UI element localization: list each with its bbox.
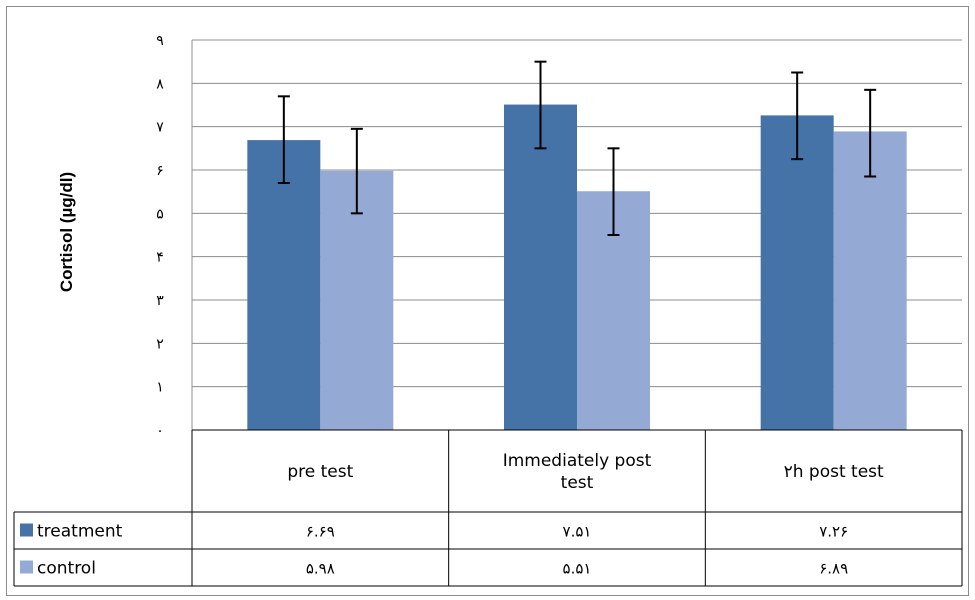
y-tick-label: ۷ [156, 120, 164, 136]
legend-swatch-treatment [20, 523, 33, 537]
bar-treatment [760, 115, 834, 431]
category-label: pre test [287, 462, 353, 482]
bar-treatment [247, 140, 321, 430]
error-bars [277, 60, 877, 236]
data-label: ۵.۹۸ [306, 560, 335, 578]
legend-label-control: control [37, 559, 96, 579]
category-label: Immediately post test [503, 451, 652, 493]
y-axis-ticks: ۰ ۱ ۲ ۳ ۴ ۵ ۶ ۷ ۸ ۹ [156, 33, 164, 439]
bar-control [833, 131, 907, 430]
y-axis-label: Cortisol (µg/dl) [57, 172, 76, 292]
category-label: ۲h post test [784, 462, 884, 482]
y-tick-label: ۰ [156, 423, 164, 439]
data-label: ۷.۲۶ [819, 523, 848, 541]
bar-treatment [504, 104, 577, 431]
data-label: ۶.۸۹ [819, 560, 848, 578]
y-tick-label: ۶ [156, 163, 164, 179]
y-tick-label: ۸ [156, 76, 164, 92]
y-tick-label: ۱ [156, 380, 164, 396]
y-tick-label: ۳ [156, 293, 164, 309]
y-tick-label: ۹ [156, 33, 164, 49]
data-table: pre test Immediately post test ۲h post test… [13, 429, 963, 587]
legend-swatch-control [20, 560, 33, 574]
data-label: ۶.۶۹ [306, 523, 335, 541]
legend-label-treatment: treatment [37, 522, 123, 542]
y-tick-label: ۵ [156, 206, 164, 222]
y-tick-label: ۲ [156, 336, 164, 352]
data-label: ۵.۵۱ [563, 560, 592, 578]
y-tick-label: ۴ [156, 250, 164, 266]
bars [247, 104, 907, 431]
data-label: ۷.۵۱ [563, 523, 592, 541]
